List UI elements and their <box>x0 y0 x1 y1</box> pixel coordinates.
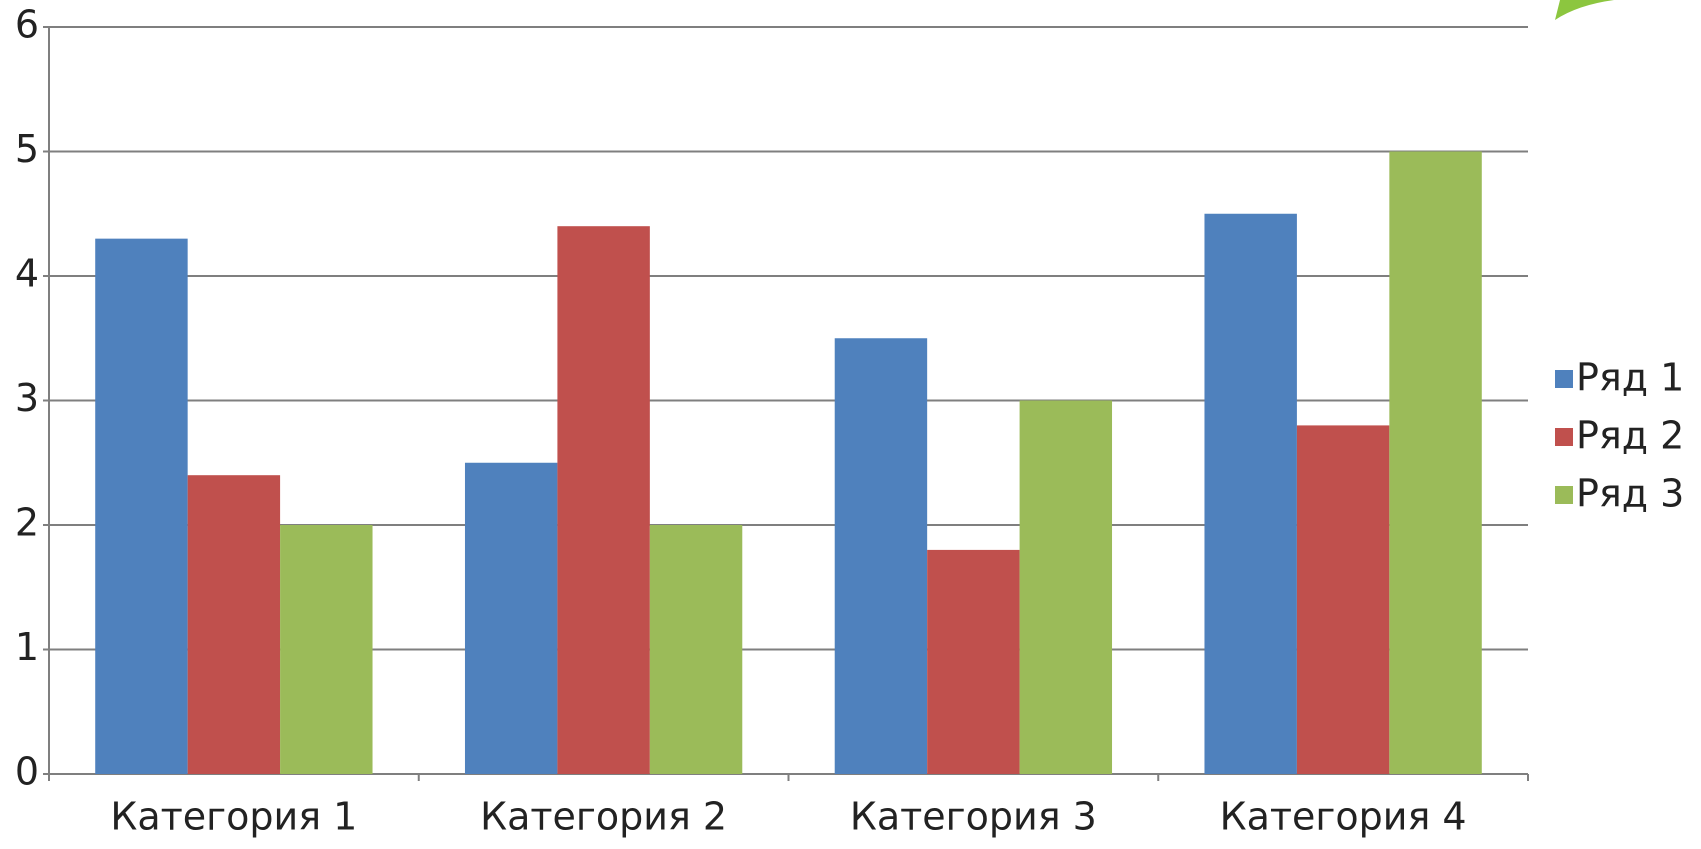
legend-label: Ряд 2 <box>1576 414 1684 458</box>
legend-swatch <box>1555 370 1573 388</box>
y-tick-label: 4 <box>15 252 39 296</box>
y-tick-label: 1 <box>15 625 39 669</box>
y-tick-label: 5 <box>15 127 39 171</box>
bar <box>1389 151 1482 774</box>
y-tick-label: 6 <box>15 3 39 47</box>
legend-swatch <box>1555 428 1573 446</box>
legend-label: Ряд 1 <box>1576 356 1684 400</box>
bar <box>95 238 188 774</box>
bar <box>649 525 743 774</box>
legend-swatch <box>1555 486 1573 504</box>
bar <box>1296 425 1390 774</box>
bar <box>927 549 1020 774</box>
bar <box>1204 213 1297 774</box>
bar <box>464 462 558 774</box>
x-tick-label: Категория 2 <box>480 795 727 839</box>
y-tick-label: 2 <box>15 501 39 545</box>
y-tick-label: 3 <box>15 376 39 420</box>
y-tick-label: 0 <box>15 750 39 794</box>
legend-label: Ряд 3 <box>1576 472 1684 516</box>
x-tick-label: Категория 4 <box>1220 795 1467 839</box>
bar <box>1019 400 1113 774</box>
bar <box>280 525 373 774</box>
bar <box>187 475 281 774</box>
decoration-leaf <box>1555 0 1701 20</box>
x-tick-label: Категория 3 <box>850 795 1097 839</box>
bar <box>834 338 928 774</box>
bar <box>557 226 650 774</box>
x-tick-label: Категория 1 <box>110 795 357 839</box>
